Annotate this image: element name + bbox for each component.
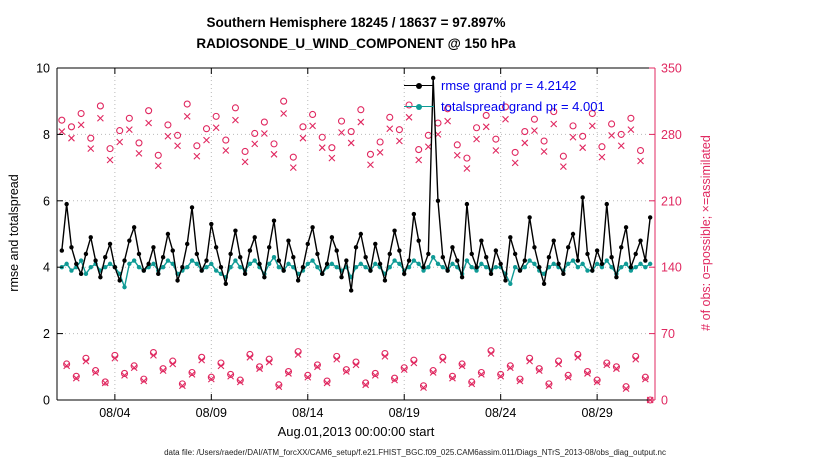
svg-text:140: 140 [661,261,682,275]
x-axis-label: Aug.01,2013 00:00:00 start [277,424,435,439]
svg-text:0: 0 [43,394,50,408]
title-line1: Southern Hemisphere 18245 / 18637 = 97.8… [206,15,506,30]
svg-text:08/09: 08/09 [196,406,227,420]
title-line2: RADIOSONDE_U_WIND_COMPONENT @ 150 hPa [196,36,516,51]
svg-text:08/04: 08/04 [99,406,130,420]
svg-text:4: 4 [43,261,50,275]
svg-text:0: 0 [661,394,668,408]
svg-text:08/24: 08/24 [485,406,516,420]
y-axis-label-right: # of obs: o=possible; ×=assimilated [699,135,713,331]
svg-text:350: 350 [661,62,682,76]
svg-text:210: 210 [661,194,682,208]
legend-item-rmse: rmse grand pr = 4.2142 [404,75,605,96]
rmse-dot-marker [416,82,422,89]
y-axis-label-left: rmse and totalspread [7,174,21,292]
svg-text:8: 8 [43,128,50,142]
svg-text:08/14: 08/14 [292,406,323,420]
svg-text:280: 280 [661,128,682,142]
data-file-caption: data file: /Users/raeder/DAI/ATM_forcXX/… [164,448,666,457]
svg-text:08/29: 08/29 [581,406,612,420]
totalspread-dot-marker [416,103,422,110]
rmse-line-swatch [404,81,434,91]
svg-text:70: 70 [661,327,675,341]
chart-title: Southern Hemisphere 18245 / 18637 = 97.8… [57,12,655,54]
legend: rmse grand pr = 4.2142 totalspread grand… [398,74,611,118]
svg-text:2: 2 [43,327,50,341]
svg-text:6: 6 [43,194,50,208]
legend-label-totalspread: totalspread grand pr = 4.001 [441,99,605,114]
svg-text:10: 10 [36,62,50,76]
legend-item-totalspread: totalspread grand pr = 4.001 [404,96,605,117]
legend-label-rmse: rmse grand pr = 4.2142 [441,78,577,93]
svg-text:08/19: 08/19 [389,406,420,420]
totalspread-line-swatch [404,102,434,112]
